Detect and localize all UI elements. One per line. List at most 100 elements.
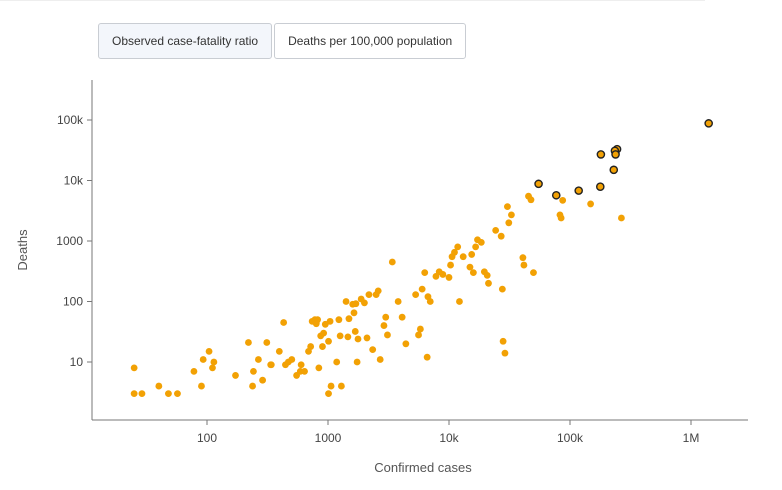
data-point [130,364,138,372]
data-point [587,200,595,208]
highlighted-data-point [609,165,619,175]
data-point [426,298,434,305]
data-point [447,261,454,269]
highlighted-data-point [574,186,583,195]
data-point [199,356,207,363]
data-point [307,343,315,350]
data-point [288,356,296,363]
highlighted-data-point [611,150,620,159]
data-point [301,367,308,375]
ratio-line-label: 10% [726,0,748,3]
data-point [423,353,431,361]
ratio-line-label: 0.5% [724,0,749,3]
x-tick-label: 1000 [315,431,342,445]
data-point [326,317,334,325]
data-point [376,356,384,363]
highlighted-data-point [596,150,606,159]
data-point [559,196,567,204]
data-point [459,253,467,261]
data-point [314,316,321,324]
x-tick-label: 100 [197,431,217,445]
data-point [259,376,266,384]
data-point [280,319,288,326]
data-point [353,358,361,366]
data-point [388,258,396,266]
data-point [336,332,344,340]
ratio-line-label: 2% [729,0,745,3]
x-axis-title: Confirmed cases [374,460,472,475]
data-point [361,299,368,307]
x-tick-label: 1M [683,431,700,445]
data-point [325,337,332,345]
data-point [439,271,447,278]
data-point [472,243,480,251]
data-point [492,226,500,234]
data-point [333,358,341,366]
highlighted-data-point [551,190,561,200]
data-point [297,361,305,369]
data-point [138,390,146,398]
data-point [384,331,391,339]
data-point [402,340,410,348]
ratio-line-label: 5% [729,0,745,3]
tab-deaths-per-100000-population[interactable]: Deaths per 100,000 population [274,23,467,59]
data-point [351,328,359,335]
data-point [190,367,198,375]
data-point [365,291,373,299]
data-point [557,214,565,222]
data-point [320,329,328,337]
data-point [382,313,390,321]
data-point [468,251,476,258]
highlighted-data-point [596,182,605,191]
highlighted-data-point [534,179,543,189]
data-point [501,349,509,357]
data-point [354,335,362,343]
highlighted-data-points [534,119,713,200]
data-point [415,331,422,339]
data-point [499,337,507,345]
ratio-line-label: 1% [729,0,745,3]
data-point [209,364,216,372]
y-axis-title: Deaths [15,229,30,271]
data-point [232,372,239,379]
data-point [319,343,326,350]
data-point [485,279,492,287]
data-point [363,334,371,342]
data-point [421,269,429,277]
data-point [418,285,426,293]
data-point [325,390,332,398]
data-point [315,364,323,372]
data-point [335,316,343,324]
data-point [263,339,271,346]
data-point [451,248,458,256]
view-tabs: Observed case-fatality ratio Deaths per … [98,23,468,59]
data-point [520,261,528,269]
tab-observed-case-fatality-ratio[interactable]: Observed case-fatality ratio [98,23,273,59]
data-point [342,298,350,305]
data-point [255,356,262,363]
data-point [249,382,256,390]
data-point [519,254,527,262]
x-tick-label: 10k [439,431,459,445]
data-point [505,219,513,227]
axes: 100 1000 10k 100k 1M 10 100 1000 10k 100k [56,80,748,445]
data-point [267,361,275,369]
data-point [527,196,535,204]
data-point [483,272,491,279]
data-point [250,367,257,375]
data-point [398,313,406,321]
y-tick-label: 10k [64,174,84,188]
data-point [165,390,172,398]
data-point [498,285,506,293]
data-point [155,382,163,390]
data-point [369,346,377,354]
data-point [130,390,138,398]
ratio-lines: 10%5%2%1%0.5% [0,0,750,3]
data-point [345,315,353,323]
data-point [198,382,205,390]
data-point [412,291,420,299]
data-point [530,269,537,277]
data-point [508,211,515,219]
data-point [477,238,485,246]
